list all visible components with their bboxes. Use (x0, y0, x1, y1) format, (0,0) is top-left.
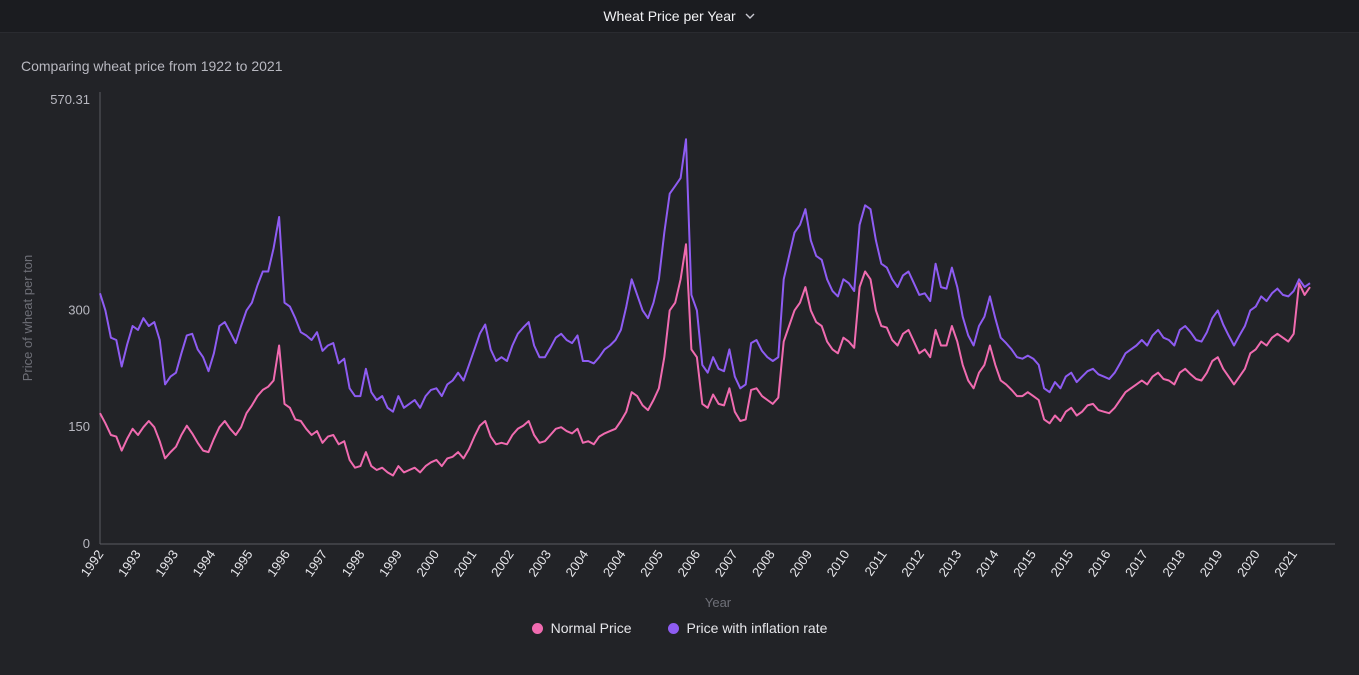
x-tick-label: 2019 (1197, 547, 1226, 579)
y-tick-label: 570.31 (50, 92, 90, 107)
x-tick-label: 2009 (786, 547, 815, 579)
x-tick-label: 1993 (115, 547, 144, 579)
x-tick-label: 2006 (674, 547, 703, 579)
legend-dot-inflation-icon (667, 622, 679, 634)
x-tick-label: 1998 (339, 547, 368, 579)
x-tick-label: 2003 (525, 547, 554, 579)
x-tick-label: 2013 (935, 547, 964, 579)
chart-legend: Normal Price Price with inflation rate (0, 620, 1359, 636)
legend-label-inflation: Price with inflation rate (686, 620, 828, 636)
x-tick-label: 2015 (1010, 547, 1039, 579)
x-axis-title: Year (705, 595, 732, 610)
x-tick-label: 1994 (189, 547, 218, 579)
x-tick-label: 2010 (824, 547, 853, 579)
x-tick-label: 1996 (264, 547, 293, 579)
x-tick-label: 2021 (1271, 547, 1300, 579)
x-tick-label: 2004 (562, 547, 591, 579)
x-tick-label: 2002 (488, 547, 517, 579)
x-tick-label: 2004 (600, 547, 629, 579)
chart-subtitle: Comparing wheat price from 1922 to 2021 (21, 58, 283, 74)
x-tick-label: 2008 (749, 547, 778, 579)
x-tick-label: 2005 (637, 547, 666, 579)
x-tick-label: 1992 (78, 547, 107, 579)
x-tick-label: 1993 (152, 547, 181, 579)
chevron-down-icon (745, 13, 755, 19)
x-tick-label: 2015 (1047, 547, 1076, 579)
y-tick-label: 300 (68, 302, 90, 317)
x-tick-label: 1999 (376, 547, 405, 579)
series-line-inflation-price (99, 138, 1311, 413)
legend-label-normal: Normal Price (550, 620, 632, 636)
legend-dot-normal-icon (531, 622, 543, 634)
x-tick-label: 2011 (861, 547, 889, 579)
legend-item-normal-price[interactable]: Normal Price (531, 620, 632, 636)
x-tick-label: 2018 (1159, 547, 1188, 579)
top-bar: Wheat Price per Year (0, 0, 1359, 33)
chart-title: Wheat Price per Year (603, 8, 736, 24)
y-tick-label: 0 (83, 536, 90, 551)
x-tick-label: 2020 (1234, 547, 1263, 579)
x-tick-label: 2016 (1085, 547, 1114, 579)
x-tick-label: 1997 (301, 547, 330, 579)
y-axis-title: Price of wheat per ton (20, 255, 35, 381)
x-tick-label: 2012 (898, 547, 927, 579)
x-tick-label: 2007 (712, 547, 741, 579)
x-tick-label: 2001 (451, 547, 480, 579)
x-tick-label: 2000 (413, 547, 442, 579)
x-tick-label: 2017 (1122, 547, 1151, 579)
y-tick-label: 150 (68, 419, 90, 434)
legend-item-inflation-price[interactable]: Price with inflation rate (667, 620, 828, 636)
chart-selector-dropdown[interactable]: Wheat Price per Year (603, 8, 755, 24)
x-tick-label: 2014 (973, 547, 1002, 579)
x-tick-label: 1995 (227, 547, 256, 579)
series-line-normal-price (99, 243, 1311, 477)
